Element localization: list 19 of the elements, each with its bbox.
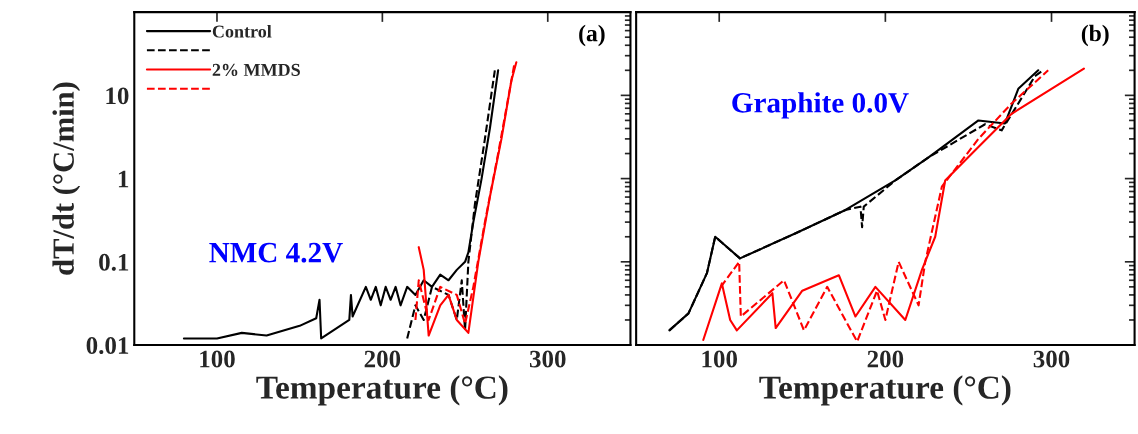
x-tick-label: 200	[867, 350, 904, 368]
x-axis-title: Temperature (°C)	[759, 375, 1011, 406]
x-tick-label: 300	[529, 350, 566, 368]
y-axis-title: dT/dt (°C/min)	[52, 82, 81, 275]
y-tick-label: 10	[106, 87, 129, 105]
y-tick-label: 1	[118, 170, 129, 188]
x-tick-label: 300	[1033, 350, 1070, 368]
x-axis-title: Temperature (°C)	[256, 375, 508, 406]
annotation: (a)	[579, 24, 605, 47]
x-tick-label: 100	[702, 350, 738, 368]
annotation: NMC 4.2V	[209, 242, 343, 263]
y-tick-label: 0.01	[86, 337, 129, 355]
legend-label: Control	[212, 24, 272, 38]
x-tick-label: 100	[200, 350, 235, 368]
x-tick-label: 200	[364, 350, 401, 368]
y-tick-label: 0.1	[99, 253, 129, 271]
annotation: (b)	[1081, 24, 1109, 47]
legend-label: 2% MMDS	[212, 63, 300, 77]
annotation: Graphite 0.0V	[732, 92, 909, 119]
